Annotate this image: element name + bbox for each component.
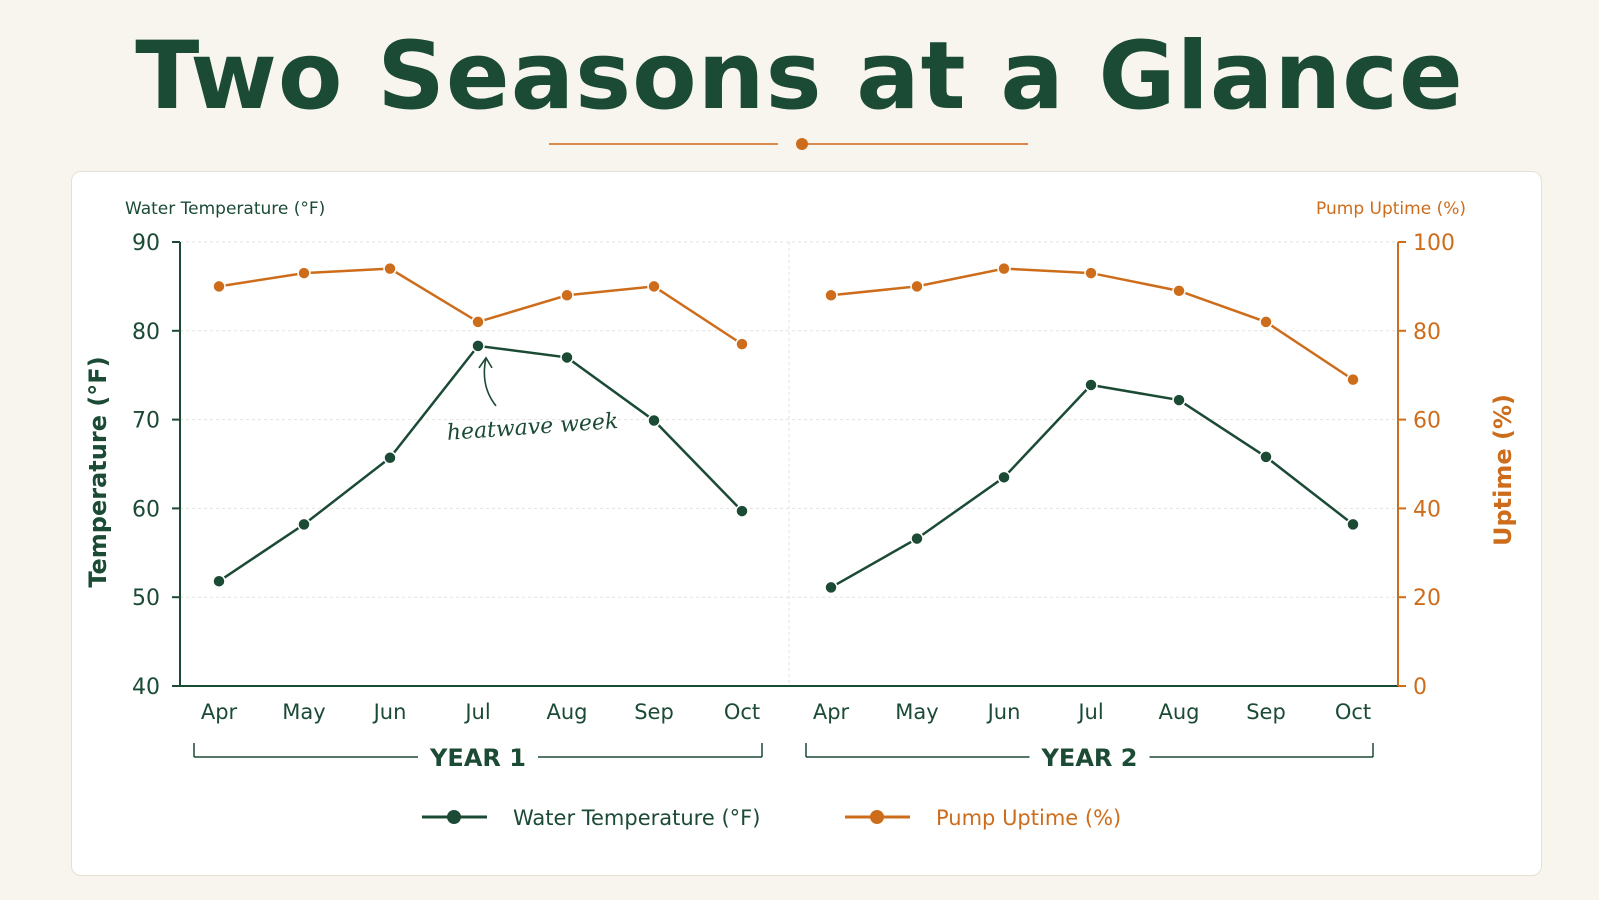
uptime-point — [471, 315, 485, 329]
page-title: Two Seasons at a Glance — [135, 22, 1464, 131]
group-label: YEAR 1 — [429, 744, 526, 772]
temperature-line — [830, 383, 1354, 589]
title-divider-right — [800, 143, 1028, 145]
uptime-point — [647, 279, 661, 294]
temperature-point — [1346, 517, 1360, 532]
legend-uptime-label: Pump Uptime (%) — [936, 806, 1121, 830]
temperature-point — [383, 451, 397, 465]
temperature-line — [218, 344, 743, 583]
x-tick-label: May — [282, 700, 325, 724]
temperature-point — [560, 350, 574, 365]
temperature-point — [735, 504, 749, 518]
right-tick-label: 80 — [1413, 320, 1441, 345]
uptime-point — [997, 261, 1011, 276]
uptime-point — [212, 279, 226, 294]
x-tick-label: May — [895, 700, 938, 724]
right-tick-label: 60 — [1413, 409, 1441, 434]
right-tick-label: 20 — [1413, 586, 1441, 611]
uptime-point — [1259, 315, 1273, 329]
left-axis-title: Temperature (°F) — [84, 356, 112, 587]
left-tick-label: 90 — [132, 231, 160, 256]
right-axis-caption: Pump Uptime (%) — [1316, 199, 1466, 219]
temperature-point — [1259, 450, 1273, 464]
temperature-point — [212, 574, 226, 588]
uptime-point — [560, 288, 574, 303]
temperature-point — [910, 531, 924, 546]
uptime-point — [297, 266, 311, 280]
uptime-line — [218, 267, 743, 346]
x-tick-label: Oct — [1335, 700, 1371, 724]
right-tick-label: 40 — [1413, 497, 1441, 522]
group-label: YEAR 2 — [1041, 744, 1138, 772]
x-tick-label: Jul — [1076, 700, 1103, 724]
legend-temperature-marker — [447, 810, 461, 824]
legend-uptime-marker — [870, 810, 884, 824]
right-tick-label: 0 — [1413, 675, 1427, 700]
uptime-point — [1346, 372, 1360, 387]
left-tick-label: 60 — [132, 497, 160, 522]
legend-temperature-label: Water Temperature (°F) — [513, 806, 760, 830]
x-tick-label: Oct — [724, 700, 760, 724]
right-axis-title: Uptime (%) — [1489, 394, 1517, 546]
left-axis-caption: Water Temperature (°F) — [125, 199, 325, 219]
x-tick-label: Jul — [463, 700, 490, 724]
x-tick-label: Jun — [986, 700, 1021, 724]
uptime-point — [735, 337, 749, 351]
left-tick-label: 80 — [132, 320, 160, 345]
temperature-point — [1084, 378, 1098, 392]
temperature-point — [647, 413, 661, 428]
left-tick-label: 40 — [132, 675, 160, 700]
temperature-point — [997, 470, 1011, 485]
left-tick-label: 50 — [132, 586, 160, 611]
annotation-text: heatwave week — [446, 409, 619, 446]
temperature-point — [824, 580, 838, 595]
x-tick-label: Sep — [1246, 700, 1286, 724]
annotation-arrowhead — [478, 356, 493, 369]
temperature-point — [297, 517, 311, 532]
title-divider-left — [549, 143, 778, 145]
temperature-point — [1172, 393, 1186, 407]
chart-card — [71, 171, 1542, 876]
x-tick-label: Aug — [1158, 700, 1199, 724]
uptime-point — [824, 288, 838, 303]
uptime-point — [1084, 266, 1098, 280]
annotation-arrow — [483, 357, 497, 407]
title-divider-dot — [796, 138, 808, 150]
temperature-point — [471, 339, 485, 353]
uptime-point — [1172, 284, 1186, 298]
x-tick-label: Apr — [201, 700, 238, 724]
x-tick-label: Apr — [813, 700, 850, 724]
x-tick-label: Sep — [634, 700, 674, 724]
uptime-point — [383, 261, 397, 276]
uptime-point — [910, 279, 924, 294]
uptime-line — [830, 267, 1354, 381]
x-tick-label: Jun — [372, 700, 407, 724]
x-tick-label: Aug — [546, 700, 587, 724]
right-tick-label: 100 — [1413, 231, 1455, 256]
left-tick-label: 70 — [132, 409, 160, 434]
